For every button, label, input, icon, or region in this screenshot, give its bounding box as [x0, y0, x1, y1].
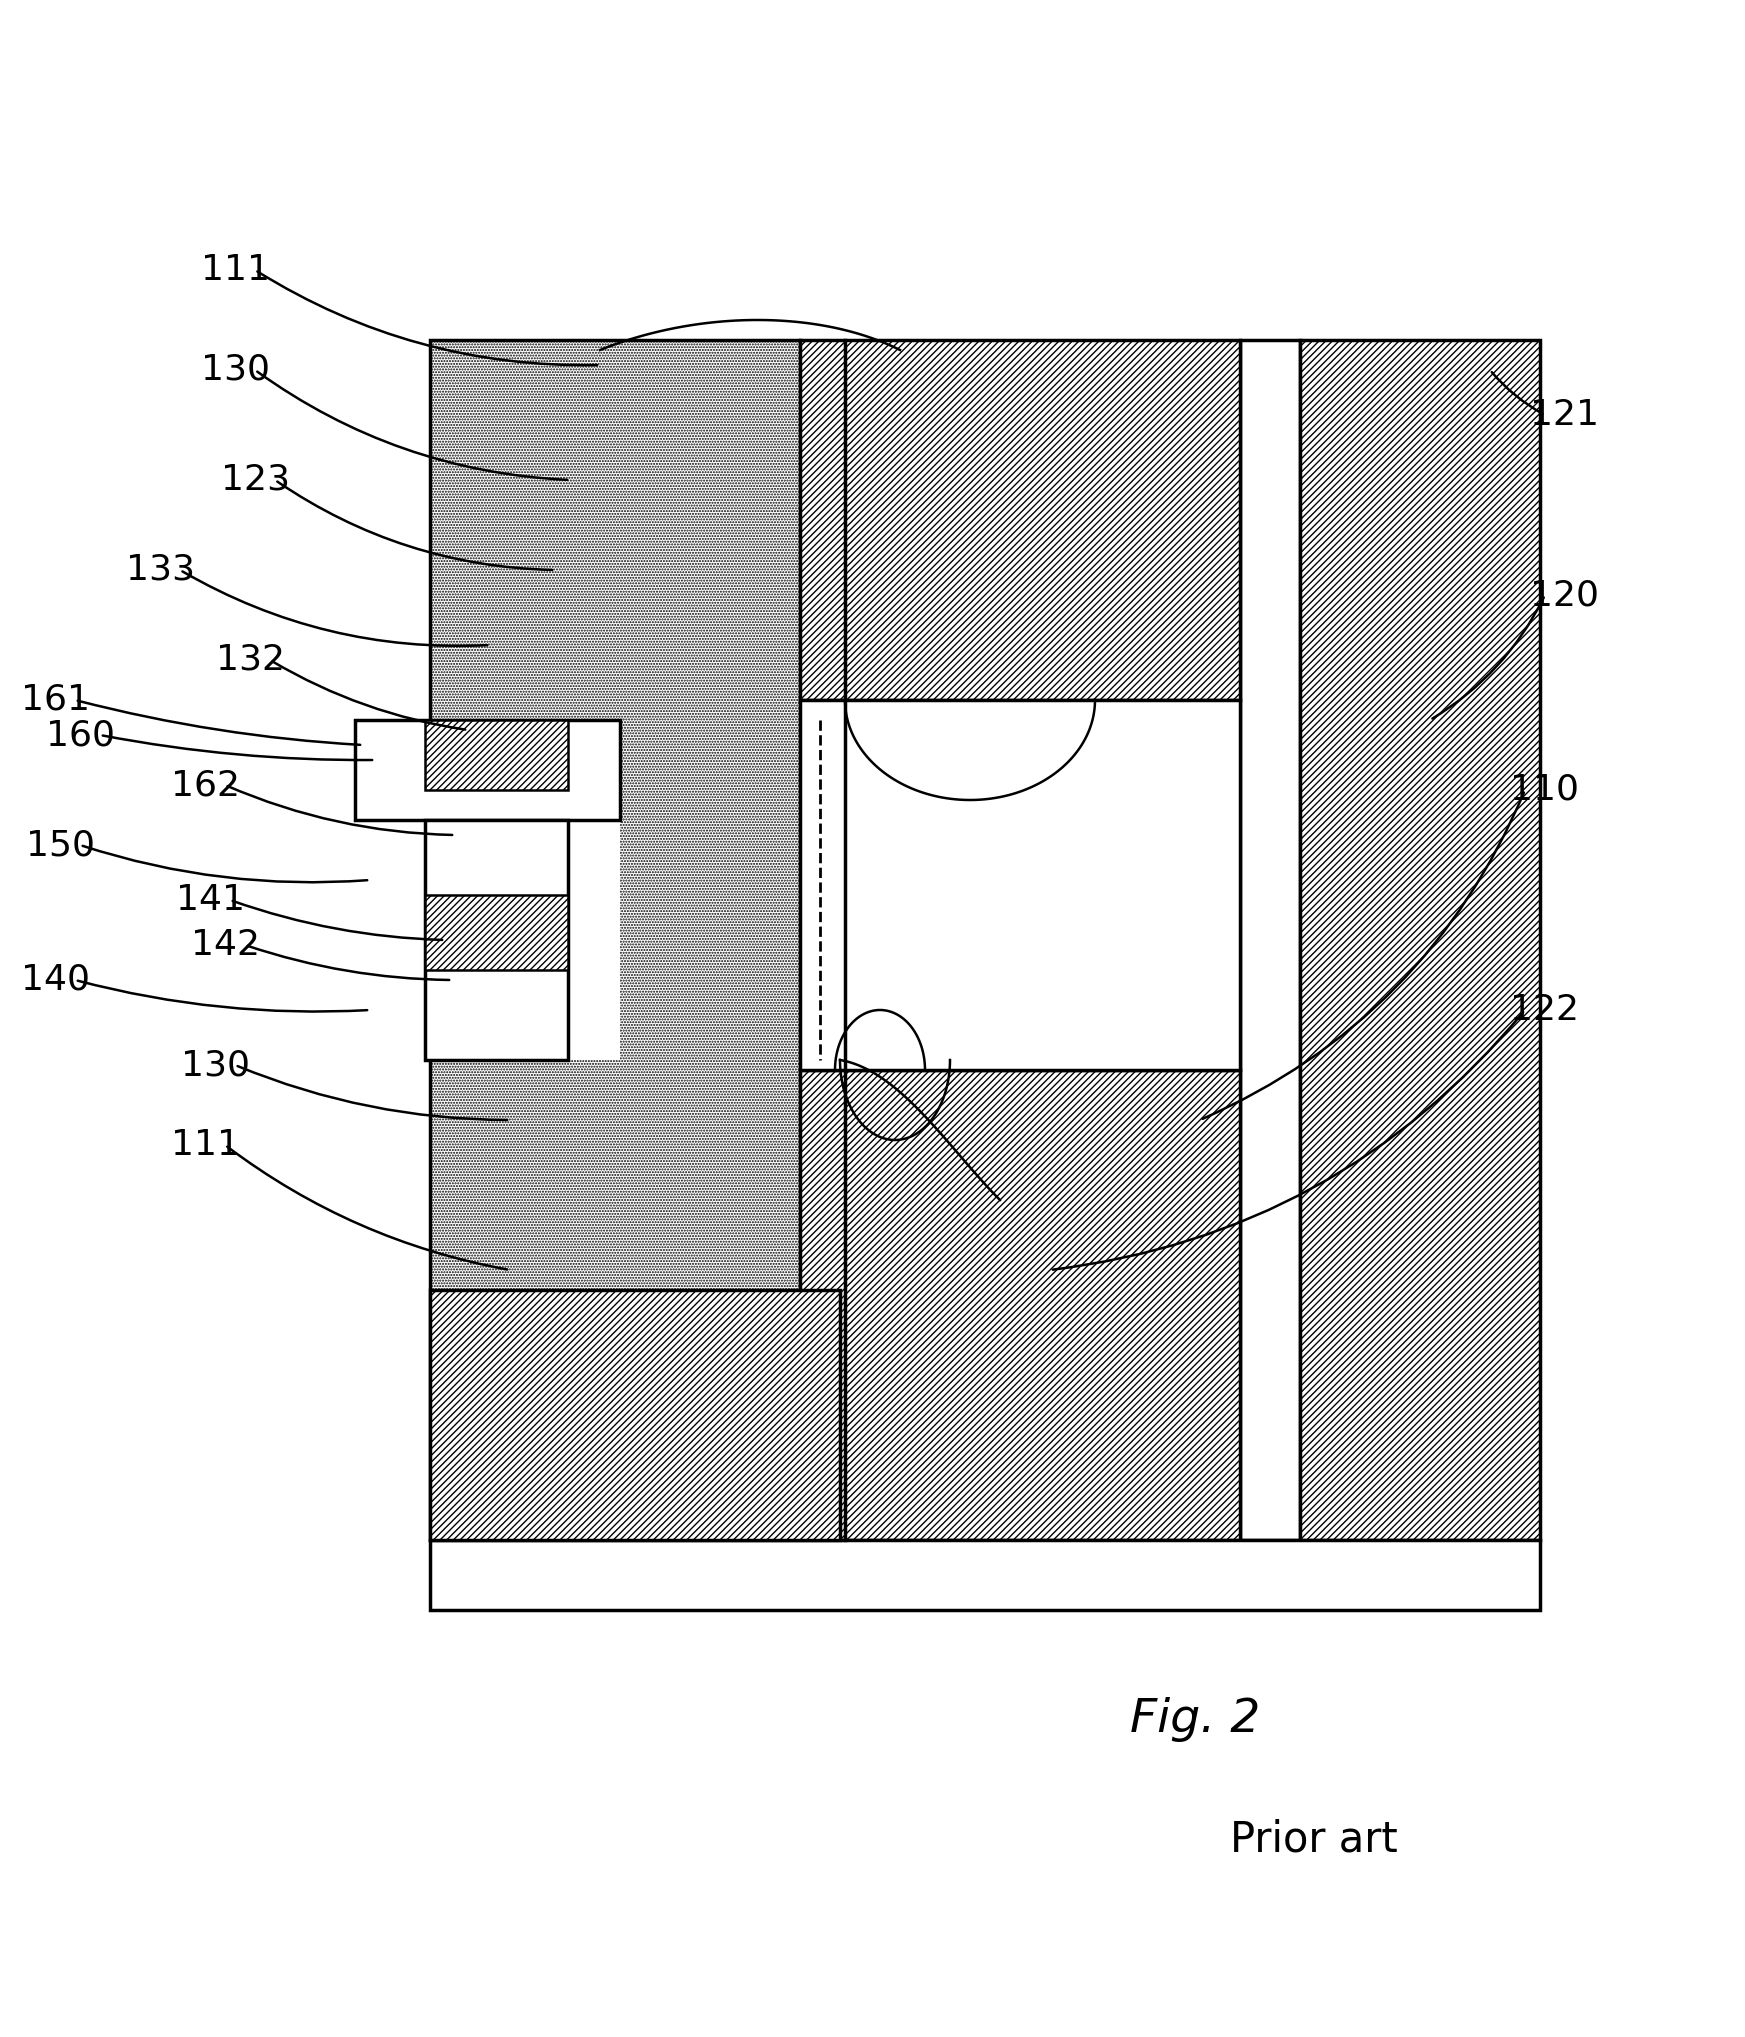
- Text: 142: 142: [190, 929, 260, 961]
- Bar: [429, 340, 799, 1540]
- Text: 111: 111: [171, 1128, 241, 1161]
- Bar: [799, 1069, 1241, 1540]
- Text: Prior art: Prior art: [1230, 1819, 1398, 1862]
- Text: 161: 161: [21, 682, 91, 717]
- Text: 130: 130: [201, 352, 270, 387]
- Text: 132: 132: [216, 644, 284, 676]
- Text: 133: 133: [126, 552, 195, 587]
- Bar: [426, 719, 569, 790]
- Text: 160: 160: [45, 717, 115, 752]
- Bar: [799, 340, 1241, 701]
- Bar: [354, 719, 619, 1059]
- Text: 122: 122: [1509, 992, 1579, 1027]
- Bar: [1300, 340, 1541, 1540]
- Bar: [354, 719, 619, 821]
- Text: 141: 141: [176, 882, 244, 917]
- Text: 162: 162: [171, 768, 241, 803]
- Text: Fig. 2: Fig. 2: [1131, 1697, 1260, 1742]
- Bar: [426, 894, 569, 970]
- Bar: [429, 1289, 839, 1540]
- Text: 120: 120: [1530, 579, 1598, 611]
- Bar: [1241, 340, 1300, 1540]
- Bar: [429, 1540, 1541, 1609]
- Text: 121: 121: [1530, 397, 1598, 432]
- Bar: [426, 821, 569, 1059]
- Text: 110: 110: [1509, 772, 1579, 807]
- Text: 150: 150: [26, 827, 94, 862]
- Text: 123: 123: [222, 462, 290, 497]
- Text: 140: 140: [21, 964, 91, 996]
- Bar: [799, 701, 1241, 1069]
- Text: 111: 111: [201, 253, 270, 287]
- Text: 130: 130: [181, 1047, 250, 1082]
